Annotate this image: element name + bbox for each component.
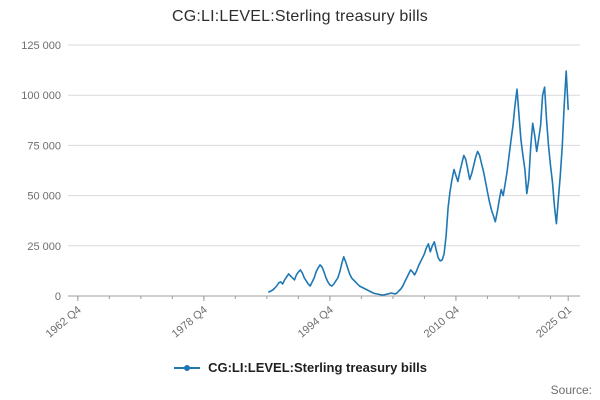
y-axis-tick-label: 25 000 [27,241,61,253]
legend-item[interactable]: CG:LI:LEVEL:Sterling treasury bills [0,360,600,375]
y-axis-tick-label: 0 [55,291,61,303]
x-axis-tick-label: 1962 Q4 [44,304,84,340]
legend-line-marker-icon [174,364,201,371]
y-axis-tick-label: 50 000 [27,191,61,203]
plot-area: 0 25 000 50 000 75 000 100 000 125 000 1962 Q4… [21,40,580,340]
x-axis-tick-label: 1978 Q4 [170,304,210,340]
series-line [268,70,569,296]
y-axis-tick-label: 125 000 [21,40,61,52]
x-axis-tick-label: 2025 Q1 [534,304,574,340]
x-axis-tick-label: 2010 Q4 [422,304,462,340]
legend-label: CG:LI:LEVEL:Sterling treasury bills [208,360,427,375]
chart-title: CG:LI:LEVEL:Sterling treasury bills [172,8,428,25]
source-label: Source: [550,383,592,397]
x-axis-tick-label: 1994 Q4 [296,304,336,340]
y-axis-tick-label: 100 000 [21,90,61,102]
y-axis-tick-label: 75 000 [27,140,61,152]
